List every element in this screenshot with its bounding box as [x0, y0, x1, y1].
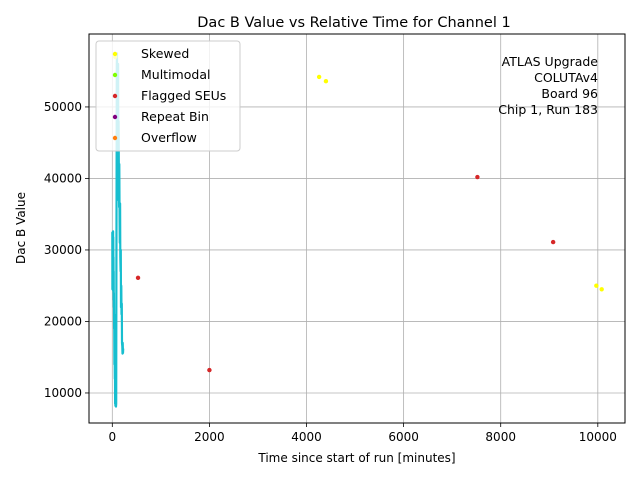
- grid: [89, 34, 625, 423]
- data-point-flagged-seus: [135, 275, 141, 281]
- y-axis-ticks: 10000 20000 30000 40000 50000: [44, 100, 89, 400]
- y-tick-label: 30000: [44, 243, 82, 257]
- plot-frame: [88, 33, 626, 424]
- data-point-flagged-seus: [475, 174, 480, 180]
- data-point-flagged-seus: [207, 367, 212, 373]
- x-axis-ticks: 0 2000 4000 6000 8000 10000: [108, 423, 617, 444]
- x-tick-label: 4000: [291, 430, 322, 444]
- legend-marker: [112, 114, 118, 120]
- annotation-line: Board 96: [541, 86, 598, 101]
- legend-label: Multimodal: [141, 67, 210, 82]
- legend: Skewed Multimodal Flagged SEUs Repeat Bin Ov…: [95, 40, 241, 152]
- legend-label: Flagged SEUs: [141, 88, 226, 103]
- legend-marker: [112, 51, 118, 57]
- x-tick-label: 2000: [194, 430, 225, 444]
- legend-label: Overflow: [141, 130, 197, 145]
- annotation-line: ATLAS Upgrade: [502, 54, 599, 69]
- y-tick-label: 40000: [44, 171, 82, 185]
- y-tick-label: 50000: [44, 100, 82, 114]
- legend-label: Skewed: [141, 46, 189, 61]
- trace-line: [111, 52, 125, 408]
- data-point-skewed: [316, 74, 322, 80]
- legend-label: Repeat Bin: [141, 109, 209, 124]
- x-tick-label: 10000: [579, 430, 617, 444]
- data-point-skewed: [599, 287, 604, 292]
- data-point-skewed: [594, 283, 599, 288]
- x-tick-label: 8000: [485, 430, 516, 444]
- y-tick-label: 20000: [44, 314, 82, 328]
- x-tick-label: 6000: [388, 430, 419, 444]
- legend-marker: [112, 72, 118, 78]
- data-point-skewed: [323, 78, 329, 84]
- y-tick-label: 10000: [44, 386, 82, 400]
- legend-marker: [112, 93, 118, 99]
- legend-marker: [112, 135, 118, 141]
- annotation-line: Chip 1, Run 183: [498, 102, 598, 117]
- main-trace: [111, 52, 125, 408]
- chart-title: Dac B Value vs Relative Time for Channel…: [197, 15, 510, 31]
- data-point-flagged-seus: [550, 239, 556, 245]
- annotation-line: COLUTAv4: [534, 70, 598, 85]
- x-axis-label: Time since start of run [minutes]: [257, 451, 455, 465]
- x-tick-label: 0: [108, 430, 116, 444]
- y-axis-label: Dac B Value: [14, 192, 28, 264]
- legend-box: [95, 40, 241, 152]
